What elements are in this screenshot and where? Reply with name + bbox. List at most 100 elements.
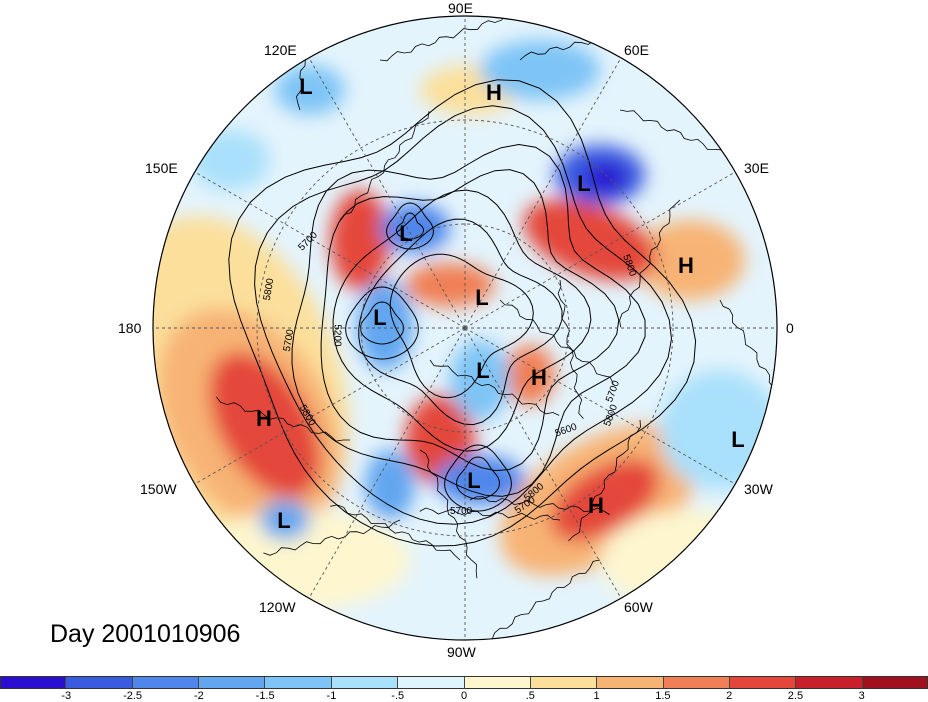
coastline <box>429 359 560 416</box>
colorbar-tick-label: 3 <box>858 690 865 702</box>
high-center-marker: H <box>486 80 502 105</box>
colorbar-tick-label: 2.5 <box>787 690 804 702</box>
coastline <box>419 507 561 521</box>
colorbar-swatch <box>132 676 200 689</box>
coastline <box>263 519 401 556</box>
high-center-marker: H <box>256 406 272 431</box>
lon-label-180: 180 <box>118 320 142 336</box>
map-border <box>152 15 778 641</box>
coastline <box>568 419 641 542</box>
anomaly-field <box>153 16 777 640</box>
lon-label-60w: 60W <box>624 599 653 615</box>
coastline <box>379 16 513 62</box>
lon-label-90e: 90E <box>448 0 473 16</box>
colorbar-swatch <box>0 676 67 689</box>
meridian-line <box>464 327 622 599</box>
colorbar-tick-label: -1.5 <box>255 690 275 702</box>
colorbar-tick-label: -2.5 <box>123 690 143 702</box>
height-contour <box>395 212 425 240</box>
coastline <box>719 299 777 420</box>
date-title: Day 2001010906 <box>50 620 241 648</box>
lon-label-30w: 30W <box>744 481 773 497</box>
coastline <box>485 559 601 640</box>
high-center-marker: H <box>531 365 547 390</box>
height-contour <box>360 301 404 345</box>
contour-label: 5200 <box>331 324 343 347</box>
colorbar-swatch <box>597 676 664 689</box>
cold-anomaly <box>357 280 413 370</box>
cold-anomaly <box>583 163 627 193</box>
coastline <box>339 111 430 221</box>
low-center-marker: L <box>277 508 291 533</box>
low-center-marker: L <box>476 358 490 383</box>
coastline <box>499 299 614 384</box>
warm-anomaly <box>209 352 321 498</box>
latitude-circle <box>256 119 674 537</box>
colorbar-swatch <box>66 676 133 689</box>
lon-label-30e: 30E <box>744 160 769 176</box>
low-center-marker: L <box>399 221 413 246</box>
meridian-line <box>464 57 622 329</box>
cold-anomaly <box>480 40 600 100</box>
meridian-line <box>464 171 736 329</box>
cold-anomaly <box>380 203 450 253</box>
low-center-marker: L <box>731 427 745 452</box>
colorbar-swatch <box>663 676 730 689</box>
warm-anomaly <box>505 345 555 405</box>
coastline <box>216 396 350 442</box>
lon-label-60e: 60E <box>624 42 649 58</box>
cold-anomaly <box>275 65 345 115</box>
colorbar-tick-label: 2 <box>726 690 733 702</box>
high-center-marker: H <box>588 493 604 518</box>
lon-label-150e: 150E <box>145 160 178 176</box>
lon-label-120e: 120E <box>264 42 297 58</box>
coastlines <box>216 16 777 640</box>
height-contour <box>389 253 534 399</box>
coastline <box>330 504 461 561</box>
low-center-marker: L <box>467 468 481 493</box>
colorbar-tick-label: 1.5 <box>655 690 671 702</box>
cold-anomaly <box>660 370 777 490</box>
high-center-marker: H <box>678 253 694 278</box>
height-contour <box>228 79 697 547</box>
height-contour <box>386 202 434 250</box>
height-contour <box>291 143 646 497</box>
height-contour <box>456 456 500 500</box>
meridian-line <box>308 57 466 329</box>
graticule <box>153 16 777 640</box>
height-contour <box>345 286 419 360</box>
height-contour <box>320 169 620 472</box>
low-center-marker: L <box>475 285 489 310</box>
warm-anomaly <box>405 263 495 307</box>
meridian-line <box>464 327 736 485</box>
lon-label-90w: 90W <box>447 644 476 660</box>
low-center-marker: L <box>299 74 313 99</box>
colorbar-tick-label: 0 <box>460 690 468 702</box>
height-contours <box>228 79 697 547</box>
lon-label-0: 0 <box>786 320 794 336</box>
contour-label: 5700 <box>450 506 473 517</box>
colorbar-tick-label: -.5 <box>391 690 405 702</box>
colorbar-swatch <box>796 676 863 689</box>
height-contour <box>358 218 563 426</box>
coastline <box>469 496 610 515</box>
warm-anomaly <box>330 190 390 290</box>
colorbar-swatch <box>530 676 598 689</box>
colorbar <box>0 676 928 689</box>
colorbar-swatch <box>464 676 531 689</box>
colorbar-tick-label: -2 <box>193 690 204 702</box>
low-center-marker: L <box>373 305 387 330</box>
colorbar-tick-label: 1 <box>593 690 600 702</box>
colorbar-swatch <box>729 676 797 689</box>
cold-anomaly <box>365 450 415 520</box>
height-contour <box>254 105 673 525</box>
meridian-line <box>194 327 466 485</box>
colorbar-tick-label: .5 <box>525 690 535 702</box>
lon-label-120w: 120W <box>259 599 296 615</box>
low-center-marker: L <box>577 171 591 196</box>
colorbar-swatch <box>199 676 266 689</box>
height-contour <box>444 444 512 512</box>
cold-anomaly <box>260 500 310 540</box>
meridian-line <box>194 171 466 329</box>
